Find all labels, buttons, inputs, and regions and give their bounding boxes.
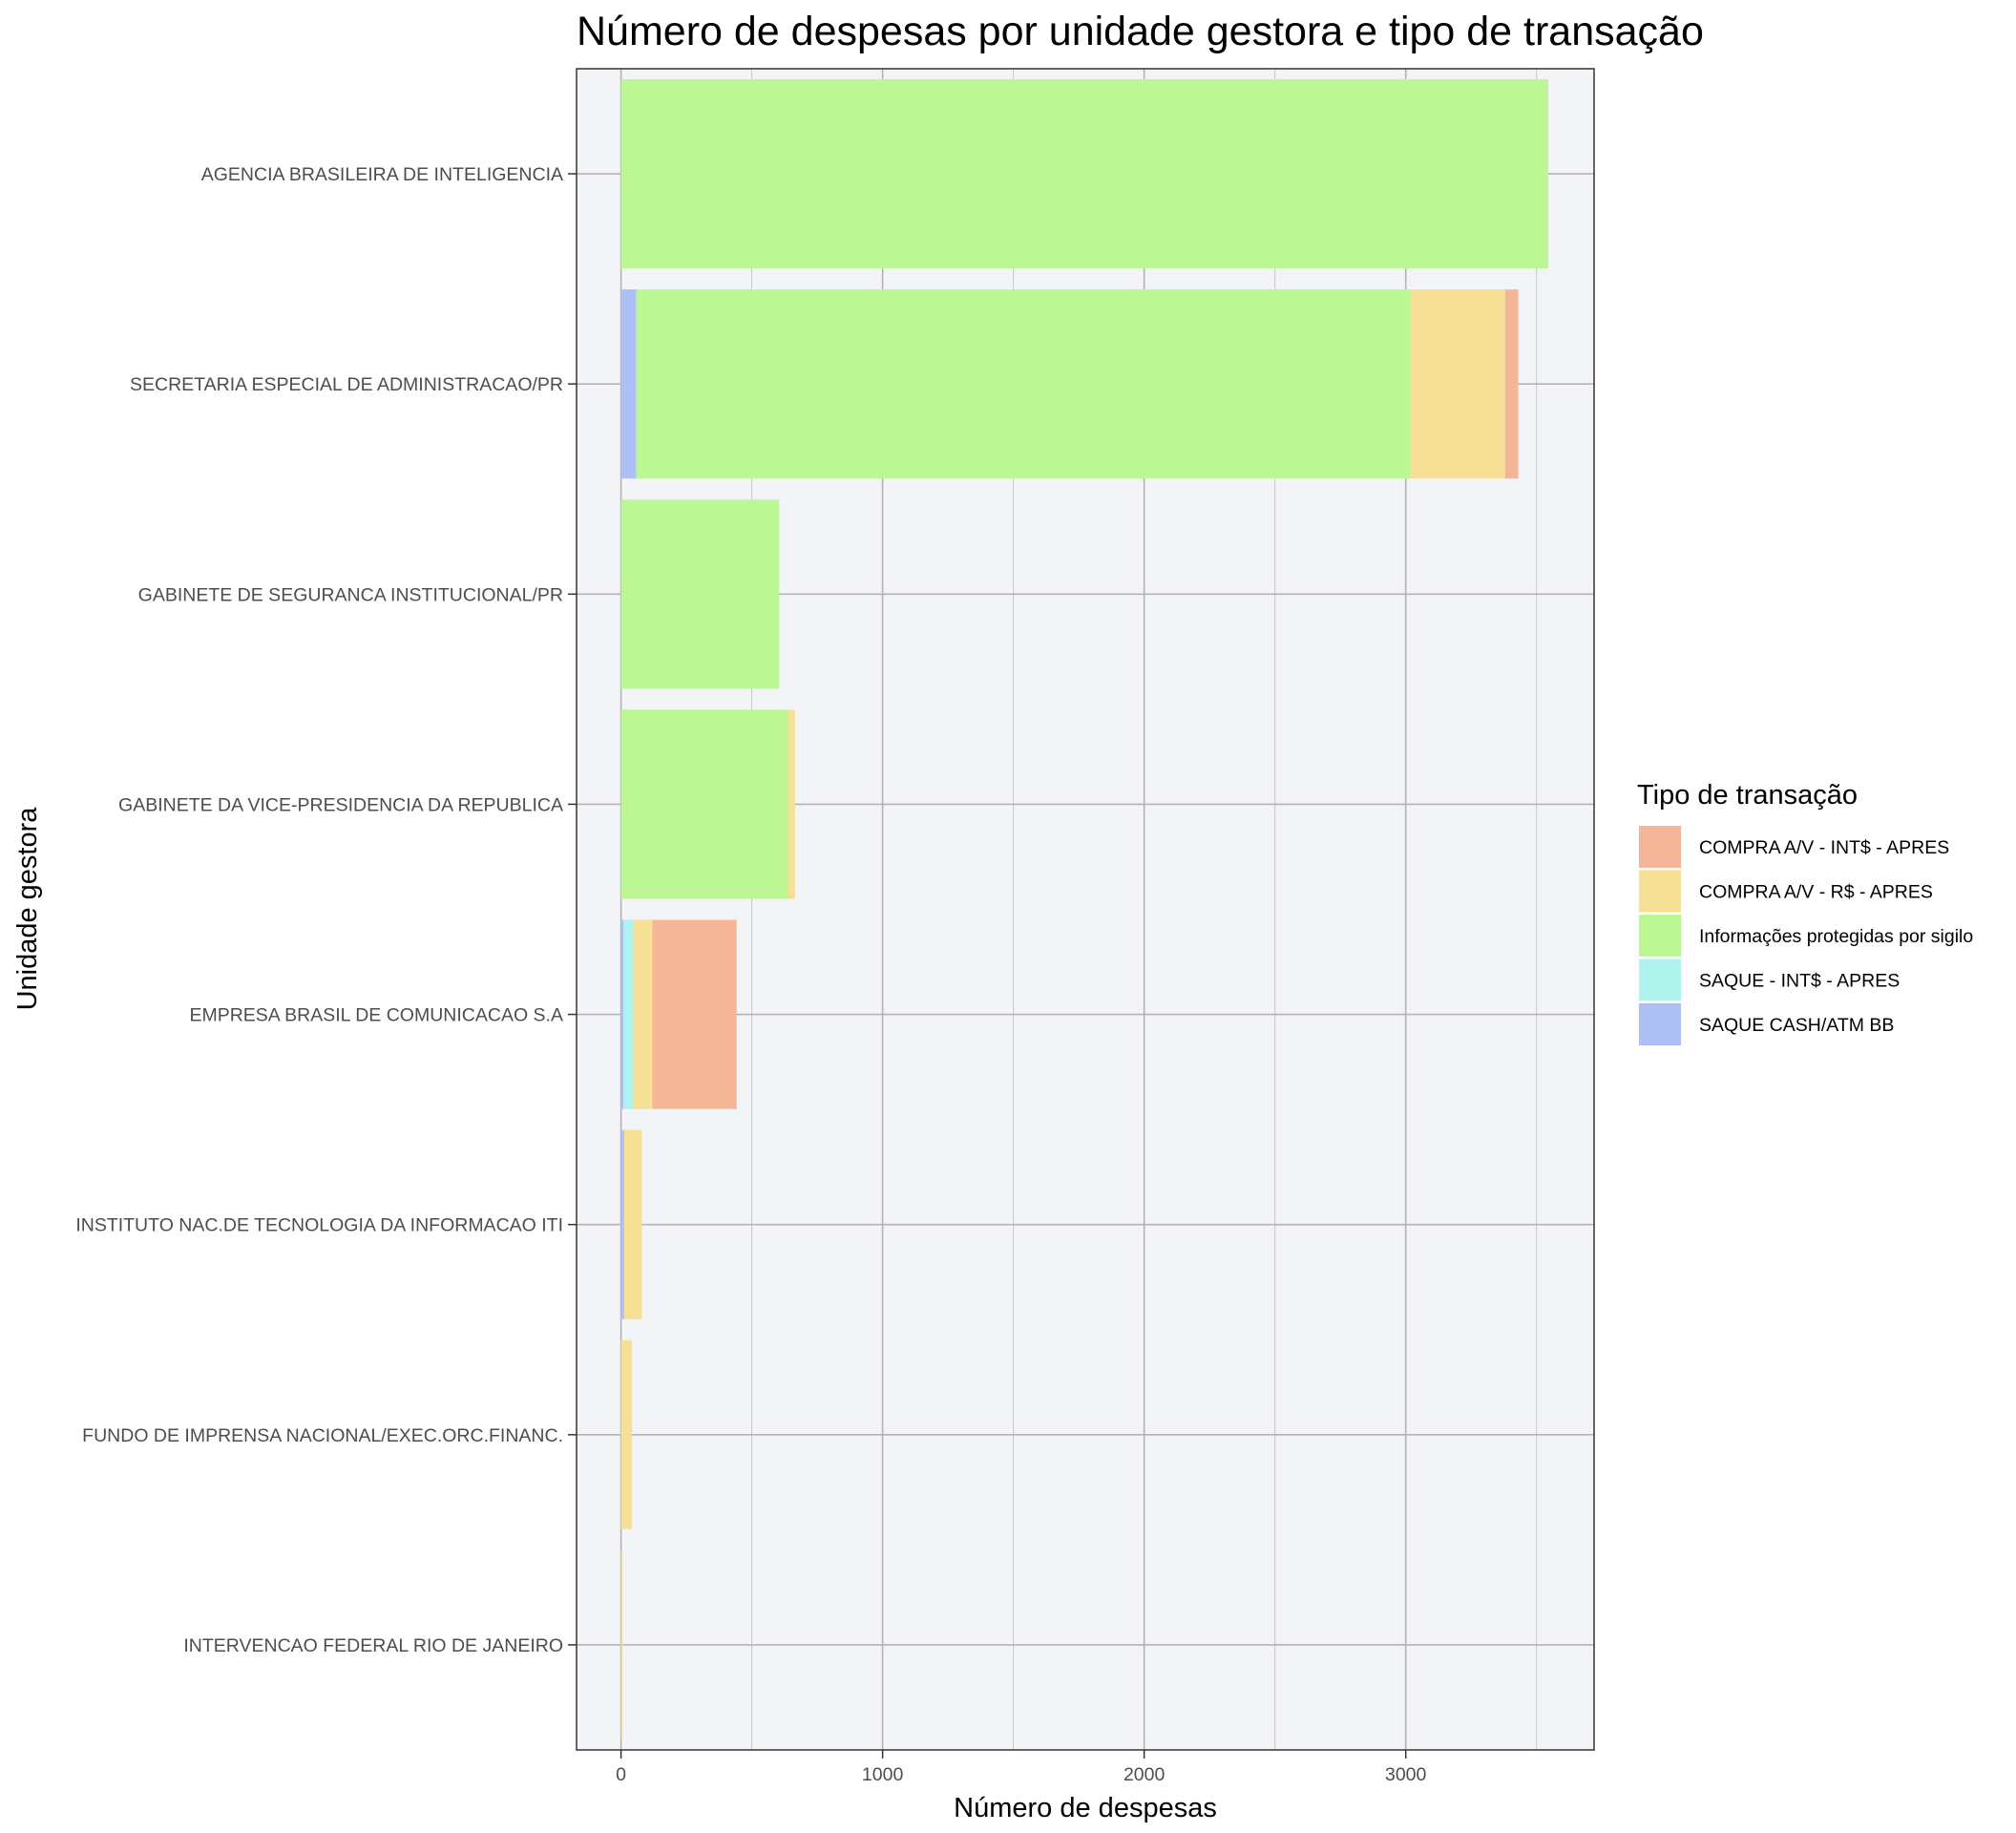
- legend-swatch: [1639, 959, 1681, 1001]
- x-tick-label: 2000: [1124, 1764, 1166, 1785]
- bar-segment: [636, 289, 1412, 479]
- legend-label: SAQUE CASH/ATM BB: [1699, 1015, 1894, 1036]
- bar-segment: [620, 1129, 624, 1319]
- y-axis-title: Unidade gestora: [12, 807, 43, 1011]
- category-label: SECRETARIA ESPECIAL DE ADMINISTRACAO/PR: [130, 374, 563, 395]
- bar-segment: [652, 919, 737, 1109]
- legend-label: Informações protegidas por sigilo: [1699, 926, 1973, 947]
- legend-swatch: [1639, 870, 1681, 913]
- category-label: AGENCIA BRASILEIRA DE INTELIGENCIA: [201, 164, 563, 185]
- category-label: GABINETE DA VICE-PRESIDENCIA DA REPUBLIC…: [118, 794, 563, 815]
- bar-segment: [620, 919, 624, 1109]
- y-axis-labels: AGENCIA BRASILEIRA DE INTELIGENCIA SECRET…: [75, 164, 577, 1656]
- bar-segment: [633, 919, 653, 1109]
- legend-swatch: [1639, 1003, 1681, 1045]
- bar-segment: [620, 289, 637, 479]
- chart-title: Número de despesas por unidade gestora e…: [577, 9, 1704, 54]
- x-tick-label: 0: [616, 1764, 626, 1785]
- x-tick-label: 1000: [862, 1764, 904, 1785]
- legend-title: Tipo de transação: [1637, 780, 1858, 811]
- category-label: INSTITUTO NAC.DE TECNOLOGIA DA INFORMACA…: [75, 1215, 563, 1236]
- bar-segment: [620, 709, 788, 899]
- bar-segment: [1504, 289, 1519, 479]
- category-label: FUNDO DE IMPRENSA NACIONAL/EXEC.ORC.FINA…: [82, 1425, 563, 1446]
- x-axis-title: Número de despesas: [954, 1793, 1217, 1823]
- plot-border: [576, 68, 1595, 1751]
- x-tick-label: 3000: [1385, 1764, 1427, 1785]
- bar-segment: [620, 499, 780, 689]
- bar-segment: [620, 79, 1549, 269]
- category-label: EMPRESA BRASIL DE COMUNICACAO S.A: [189, 1005, 563, 1026]
- bar-segment: [623, 919, 634, 1109]
- bar-segment: [788, 709, 795, 899]
- bar-segment: [623, 1129, 642, 1319]
- bar-segment: [620, 1339, 633, 1529]
- bars: [620, 79, 1549, 1739]
- x-axis-ticks: 0 1000 2000 3000: [616, 1750, 1427, 1785]
- category-label: GABINETE DE SEGURANCA INSTITUCIONAL/PR: [138, 584, 563, 605]
- legend-label: COMPRA A/V - R$ - APRES: [1699, 882, 1933, 903]
- bar-segment: [620, 1549, 623, 1739]
- category-label: INTERVENCAO FEDERAL RIO DE JANEIRO: [183, 1635, 563, 1656]
- legend-swatch: [1639, 915, 1681, 957]
- legend-swatch: [1639, 826, 1681, 868]
- legend-label: COMPRA A/V - INT$ - APRES: [1699, 837, 1949, 858]
- legend-label: SAQUE - INT$ - APRES: [1699, 971, 1900, 992]
- bar-segment: [1411, 289, 1505, 479]
- legend: Tipo de transação COMPRA A/V - INT$ - AP…: [1637, 780, 1973, 1045]
